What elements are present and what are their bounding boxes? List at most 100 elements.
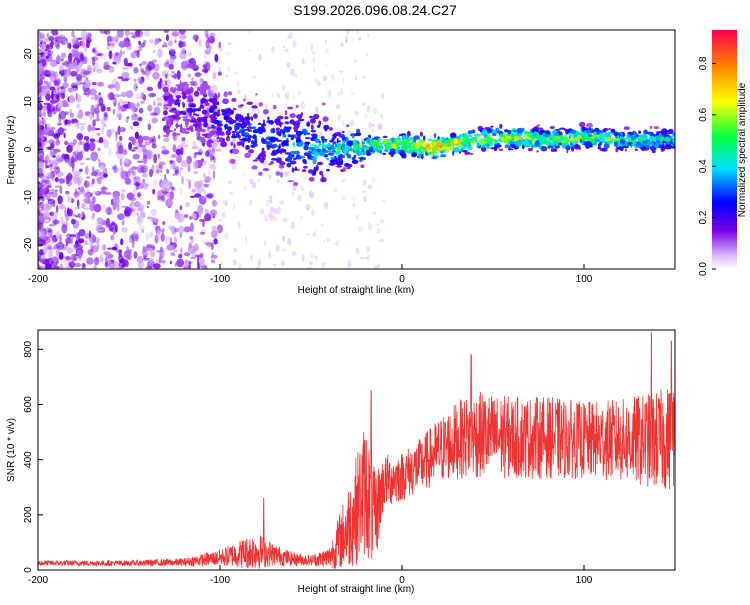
spectrogram-ridge-blob [581, 140, 584, 146]
spectrogram-noise-blob [49, 163, 54, 168]
spectrogram-noise-blob [152, 188, 156, 195]
spectrogram-ridge-blob [622, 146, 629, 148]
spectrogram-noise-blob [130, 51, 137, 59]
spectrogram-noise-blob [350, 120, 353, 126]
spectrogram-noise-blob [101, 203, 107, 214]
spectrogram-ridge-blob [312, 158, 317, 165]
spectrogram-ridge-blob [175, 95, 182, 99]
spectrogram-noise-blob [76, 132, 84, 141]
spectrogram-ridge-blob [233, 143, 236, 149]
spectrogram-noise-blob [228, 180, 233, 184]
spectrogram-noise-blob [198, 195, 207, 205]
spectrogram-noise-blob [265, 122, 270, 126]
spectrogram-ridge-blob [634, 148, 638, 151]
spectrogram-noise-blob [281, 235, 286, 242]
spectrogram-noise-blob [52, 265, 60, 269]
spectrogram-noise-blob [46, 184, 52, 189]
spectrogram-noise-blob [204, 44, 209, 46]
spectrogram-noise-blob [362, 190, 367, 193]
spectrogram-noise-blob [59, 263, 63, 269]
spectrogram-ridge-blob [524, 130, 528, 135]
spectrogram-ridge-blob [225, 109, 230, 114]
spectrogram-noise-blob [268, 210, 273, 219]
spectrogram-noise-blob [269, 196, 273, 204]
spectrogram-noise-blob [67, 208, 73, 217]
spectrogram-noise-blob [355, 214, 360, 220]
spectrogram-ridge-blob [286, 162, 292, 168]
spectrogram-noise-blob [157, 153, 161, 159]
spectrogram-noise-blob [168, 63, 174, 70]
spectrogram-noise-blob [70, 70, 78, 77]
spectrogram-noise-blob [148, 257, 155, 263]
spectrogram-ridge-blob [270, 158, 278, 161]
spectrogram-ridge-blob [309, 115, 313, 119]
spectrogram-noise-blob [92, 235, 97, 243]
spectrogram-noise-blob [46, 185, 51, 188]
spectrogram-ridge-blob [245, 145, 250, 150]
snr-y-tick-label: 200 [23, 506, 34, 523]
spectrogram-noise-blob [375, 223, 380, 226]
spectrogram-noise-blob [73, 244, 79, 248]
spectrogram-noise-blob [45, 55, 50, 59]
spectrogram-noise-blob [367, 254, 370, 262]
spectrogram-noise-blob [151, 112, 159, 116]
spectrogram-noise-blob [139, 197, 143, 200]
spectrogram-ridge-blob [498, 138, 501, 143]
spectrogram-noise-blob [210, 254, 218, 259]
spectrogram-noise-blob [136, 102, 140, 108]
spectrogram-noise-blob [307, 266, 313, 269]
spectrogram-ridge-blob [189, 112, 192, 116]
spectrogram-noise-blob [49, 188, 56, 192]
spectrogram-ridge-blob [538, 139, 546, 144]
spectrogram-noise-blob [54, 185, 60, 188]
spectrogram-noise-blob [164, 61, 170, 68]
spectrogram-ridge-blob [318, 120, 322, 126]
spectrogram-ridge-blob [230, 135, 238, 139]
spectrogram-ridge-blob [597, 147, 602, 150]
colorbar-tick-label: 0.6 [698, 107, 709, 121]
spectrogram-noise-blob [141, 228, 144, 234]
spectrogram-noise-blob [54, 219, 57, 225]
spectrogram-noise-blob [297, 194, 302, 202]
snr-x-tick-label: 100 [576, 575, 593, 586]
spectrogram-ridge-blob [603, 143, 610, 149]
spectrogram-ridge-blob [177, 84, 182, 91]
spectrogram-noise-blob [191, 77, 194, 82]
spectrogram-ridge-blob [479, 128, 483, 133]
spectrogram-noise-blob [128, 197, 137, 201]
spectrogram-noise-blob [345, 39, 348, 43]
spectrogram-ridge-blob [310, 124, 314, 130]
spectrogram-ridge-blob [321, 138, 328, 141]
spectrogram-noise-blob [142, 135, 150, 141]
spectrogram-ridge-blob [254, 137, 258, 143]
spectrogram-ridge-blob [163, 104, 168, 107]
spectrogram-ridge-blob [222, 98, 229, 105]
spectrogram-noise-blob [137, 215, 142, 223]
spectrogram-noise-blob [206, 33, 209, 42]
spectrogram-ridge-blob [308, 150, 313, 155]
spectrogram-noise-blob [337, 91, 342, 96]
spectrogram-noise-blob [312, 56, 315, 63]
spectrogram-ridge-blob [212, 115, 217, 120]
spectrogram-noise-blob [176, 154, 182, 164]
spectrogram-noise-blob [147, 60, 155, 71]
spectrogram-noise-blob [174, 227, 180, 233]
spectrogram-noise-blob [280, 260, 285, 267]
spectrogram-noise-blob [77, 199, 80, 208]
spectrogram-noise-blob [172, 173, 176, 176]
spectrogram-ridge-blob [313, 145, 320, 150]
spectrogram-noise-blob [233, 259, 237, 266]
spectrogram-noise-blob [55, 230, 61, 240]
spectrogram-noise-blob [65, 160, 71, 164]
spectrogram-noise-blob [38, 183, 46, 188]
spectrogram-noise-blob [117, 213, 125, 221]
spectrogram-noise-blob [190, 222, 194, 233]
spectrogram-ridge-blob [490, 142, 494, 146]
spectrogram-noise-blob [169, 260, 173, 265]
spectrogram-noise-blob [38, 131, 41, 140]
spectrogram-noise-blob [186, 178, 189, 182]
spectrogram-ridge-blob [460, 146, 467, 150]
spectrogram-noise-blob [152, 245, 155, 251]
spectrogram-ridge-blob [353, 133, 358, 137]
spectrogram-noise-blob [158, 134, 161, 140]
